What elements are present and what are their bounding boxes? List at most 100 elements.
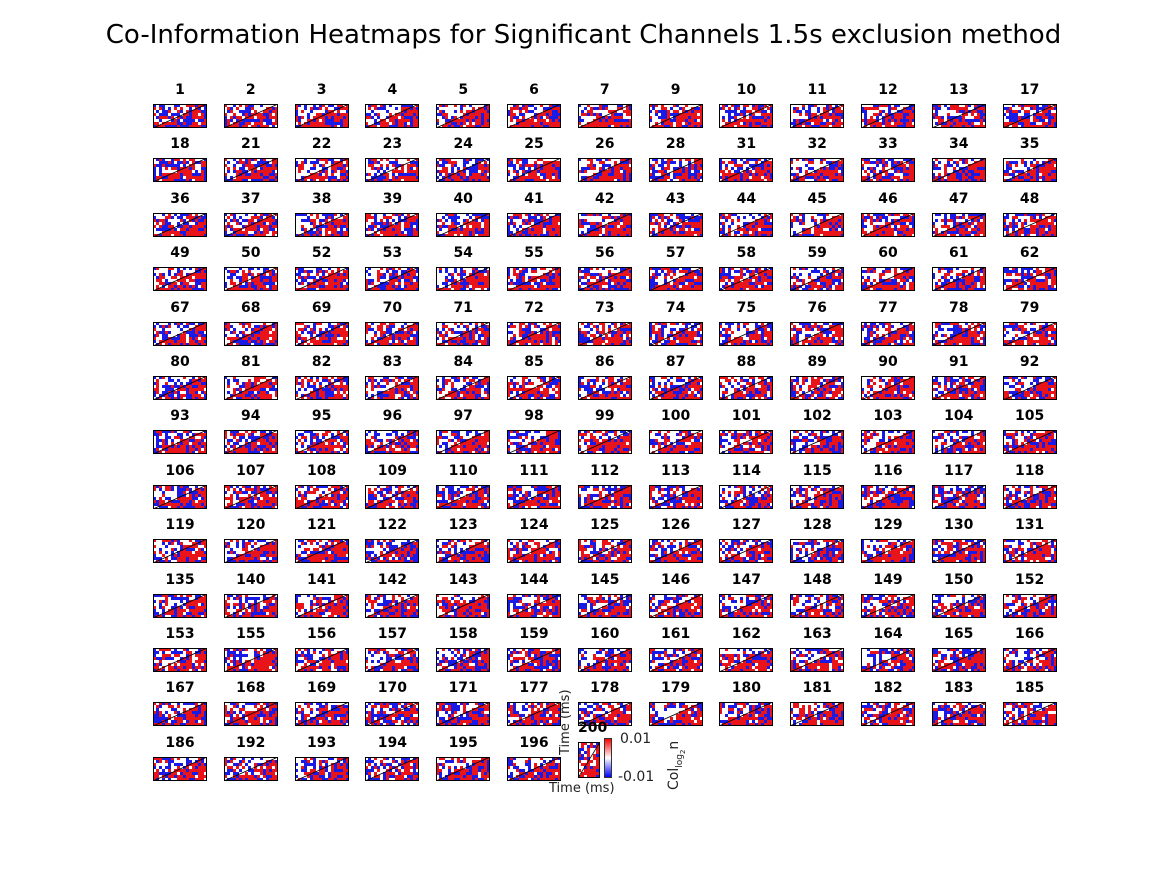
heatmap-cell xyxy=(888,224,891,228)
heatmap-cell xyxy=(651,167,655,171)
heatmap-cell xyxy=(294,288,298,292)
heatmap-cell xyxy=(522,218,525,222)
heatmap-cell xyxy=(392,279,396,283)
heatmap-cell xyxy=(365,288,369,292)
heatmap-cell xyxy=(595,173,599,177)
heatmap-cell xyxy=(168,161,171,165)
heatmap-panel: 49 xyxy=(153,245,207,292)
heatmap-cell xyxy=(525,230,528,234)
heatmap-cell xyxy=(982,107,986,110)
heatmap-cell xyxy=(466,119,470,122)
heatmap-cell xyxy=(660,119,664,122)
heatmap-cell xyxy=(613,125,617,128)
heatmap-cell xyxy=(1005,224,1009,228)
heatmap-cell xyxy=(534,233,537,237)
heatmap-cell xyxy=(946,218,950,222)
heatmap-cell xyxy=(841,179,845,183)
heatmap-cell xyxy=(657,233,661,237)
heatmap-cell xyxy=(327,276,331,280)
heatmap-cell xyxy=(577,221,581,225)
heatmap-cell xyxy=(555,230,558,234)
heatmap-cell xyxy=(897,179,900,183)
heatmap-image xyxy=(861,158,915,183)
heatmap-cell xyxy=(660,230,664,234)
heatmap-cell xyxy=(484,104,488,107)
diagonal-line xyxy=(577,104,632,128)
heatmap-cell xyxy=(1038,230,1042,234)
heatmap-cell xyxy=(628,176,632,180)
heatmap-cell xyxy=(487,125,491,128)
heatmap-cell xyxy=(1017,170,1021,174)
heatmap-cell xyxy=(168,224,171,228)
heatmap-cell xyxy=(398,176,402,180)
heatmap-cell xyxy=(799,179,803,183)
heatmap-cell xyxy=(312,233,316,237)
heatmap-cell xyxy=(663,215,667,219)
heatmap-cell xyxy=(684,167,688,171)
heatmap-cell xyxy=(583,113,587,116)
heatmap-cell xyxy=(817,116,821,119)
heatmap-cell xyxy=(294,212,298,216)
heatmap-cell xyxy=(333,285,337,289)
heatmap-cell xyxy=(374,218,378,222)
heatmap-cell xyxy=(368,227,372,231)
heatmap-cell xyxy=(256,179,260,183)
heatmap-cell xyxy=(943,173,947,177)
heatmap-cell xyxy=(696,233,700,237)
heatmap-cell xyxy=(832,167,836,171)
heatmap-cell xyxy=(330,170,334,174)
panel-frame xyxy=(365,212,420,237)
heatmap-cell xyxy=(516,173,519,177)
heatmap-cell xyxy=(407,119,411,122)
heatmap-cell xyxy=(663,179,667,183)
heatmap-cell xyxy=(684,122,688,125)
heatmap-cell xyxy=(383,104,387,107)
heatmap-cell xyxy=(262,167,266,171)
heatmap-cell xyxy=(931,224,935,228)
heatmap-cell xyxy=(583,125,587,128)
heatmap-cell xyxy=(897,125,900,128)
heatmap-cell xyxy=(1053,167,1057,171)
heatmap-cell xyxy=(1011,224,1015,228)
heatmap-cell xyxy=(648,116,652,119)
heatmap-cell xyxy=(1002,215,1006,219)
heatmap-cell xyxy=(171,227,174,231)
heatmap-cell xyxy=(519,224,522,228)
heatmap-cell xyxy=(183,218,186,222)
heatmap-cell xyxy=(589,230,593,234)
heatmap-cell xyxy=(159,276,162,280)
heatmap-cell xyxy=(829,173,833,177)
heatmap-cell xyxy=(690,116,694,119)
heatmap-cell xyxy=(722,224,726,228)
heatmap-cell xyxy=(445,276,449,280)
heatmap-cell xyxy=(552,273,555,277)
heatmap-cell xyxy=(1050,107,1054,110)
heatmap-cell xyxy=(725,179,729,183)
heatmap-cell xyxy=(380,104,384,107)
heatmap-cell xyxy=(451,285,455,289)
heatmap-cell xyxy=(336,224,340,228)
heatmap-cell xyxy=(198,116,201,119)
heatmap-cell xyxy=(583,176,587,180)
heatmap-cell xyxy=(651,221,655,225)
heatmap-cell xyxy=(934,212,938,216)
heatmap-cell xyxy=(767,125,771,128)
heatmap-cell xyxy=(386,116,390,119)
heatmap-cell xyxy=(610,110,614,113)
diagonal-line xyxy=(507,267,561,292)
heatmap-cell xyxy=(823,173,827,177)
heatmap-cell xyxy=(814,176,818,180)
heatmap-cell xyxy=(598,227,602,231)
heatmap-cell xyxy=(740,227,744,231)
heatmap-cell xyxy=(463,270,467,274)
heatmap-cell xyxy=(678,173,682,177)
heatmap-cell xyxy=(684,119,688,122)
heatmap-cell xyxy=(238,110,242,113)
heatmap-cell xyxy=(678,215,682,219)
heatmap-cell xyxy=(475,164,479,168)
heatmap-cell xyxy=(229,224,233,228)
heatmap-cell xyxy=(463,179,467,183)
heatmap-cell xyxy=(195,173,198,177)
heatmap-cell xyxy=(882,179,885,183)
heatmap-cell xyxy=(687,224,691,228)
